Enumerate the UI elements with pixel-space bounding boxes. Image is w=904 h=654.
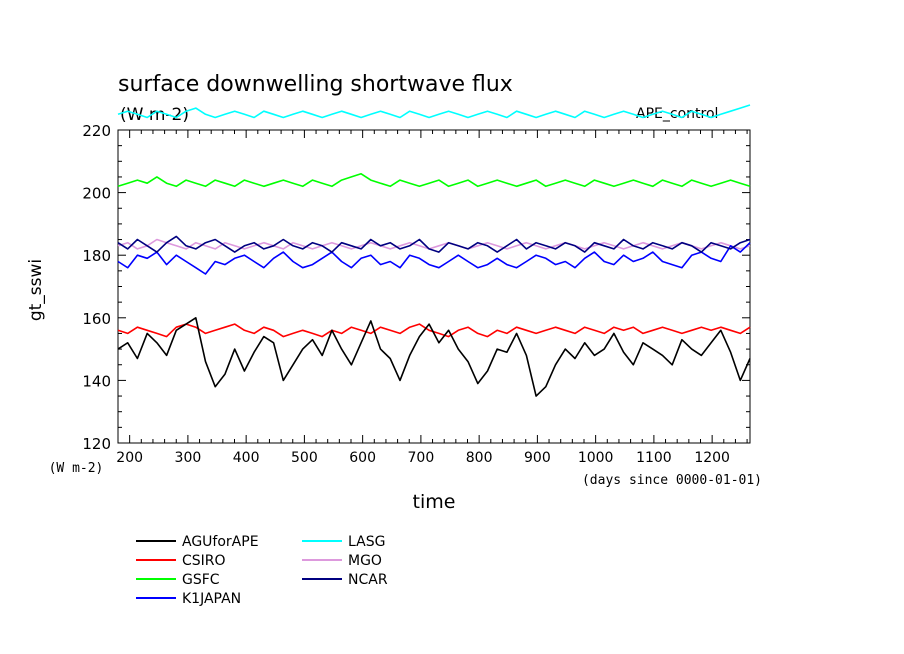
legend-label-mgo: MGO: [348, 553, 382, 569]
x-axis-label: time: [413, 491, 456, 513]
x-tick-label: 300: [175, 450, 202, 466]
x-tick-label: 500: [291, 450, 318, 466]
legend-label-lasg: LASG: [348, 534, 385, 550]
y-tick-label: 140: [82, 372, 111, 390]
series-line-gsfc: [117, 173, 751, 188]
x-tick-label: 700: [408, 450, 435, 466]
legend-label-aguforape: AGUforAPE: [182, 534, 259, 550]
legend-label-ncar: NCAR: [348, 572, 388, 588]
legend-label-k1japan: K1JAPAN: [182, 591, 241, 607]
x-tick-label: 200: [116, 450, 143, 466]
x-units-label: (days since 0000-01-01): [582, 473, 762, 488]
units-label: (W m-2): [120, 105, 189, 125]
legend-label-gsfc: GSFC: [182, 572, 220, 588]
x-tick-label: 1200: [694, 450, 730, 466]
x-tick-label: 800: [466, 450, 493, 466]
x-axis-ticks: 200 300 400 500 600 700 800 900 1000 1100 1200: [116, 130, 748, 466]
x-tick-label: 1100: [636, 450, 672, 466]
series-line-lasg: [117, 104, 751, 119]
x-tick-label: 900: [524, 450, 551, 466]
legend: AGUforAPE CSIRO GSFC K1JAPAN LASG MGO NCAR: [136, 534, 388, 607]
chart-title: surface downwelling shortwave flux: [118, 72, 513, 97]
plot-frame: [117, 129, 751, 444]
y-tick-label: 200: [82, 185, 111, 203]
y-units-label: (W m-2): [49, 461, 104, 476]
y-tick-label: 160: [82, 310, 111, 328]
series-line-k1japan: [117, 242, 751, 275]
y-tick-label: 180: [82, 247, 111, 265]
y-tick-label: 120: [82, 435, 111, 453]
x-tick-label: 400: [233, 450, 260, 466]
y-axis-label: gt_sswi: [26, 259, 46, 321]
x-tick-label: 600: [349, 450, 376, 466]
series-line-mgo: [117, 238, 751, 250]
x-tick-label: 1000: [578, 450, 614, 466]
series-lines: [117, 104, 751, 397]
series-line-ncar: [117, 235, 751, 253]
legend-label-csiro: CSIRO: [182, 553, 226, 569]
y-axis-ticks: 120 140 160 180 200 220: [82, 122, 750, 453]
series-line-aguforape: [117, 316, 751, 397]
experiment-label: APE_control: [636, 106, 718, 122]
y-tick-label: 220: [82, 122, 111, 140]
